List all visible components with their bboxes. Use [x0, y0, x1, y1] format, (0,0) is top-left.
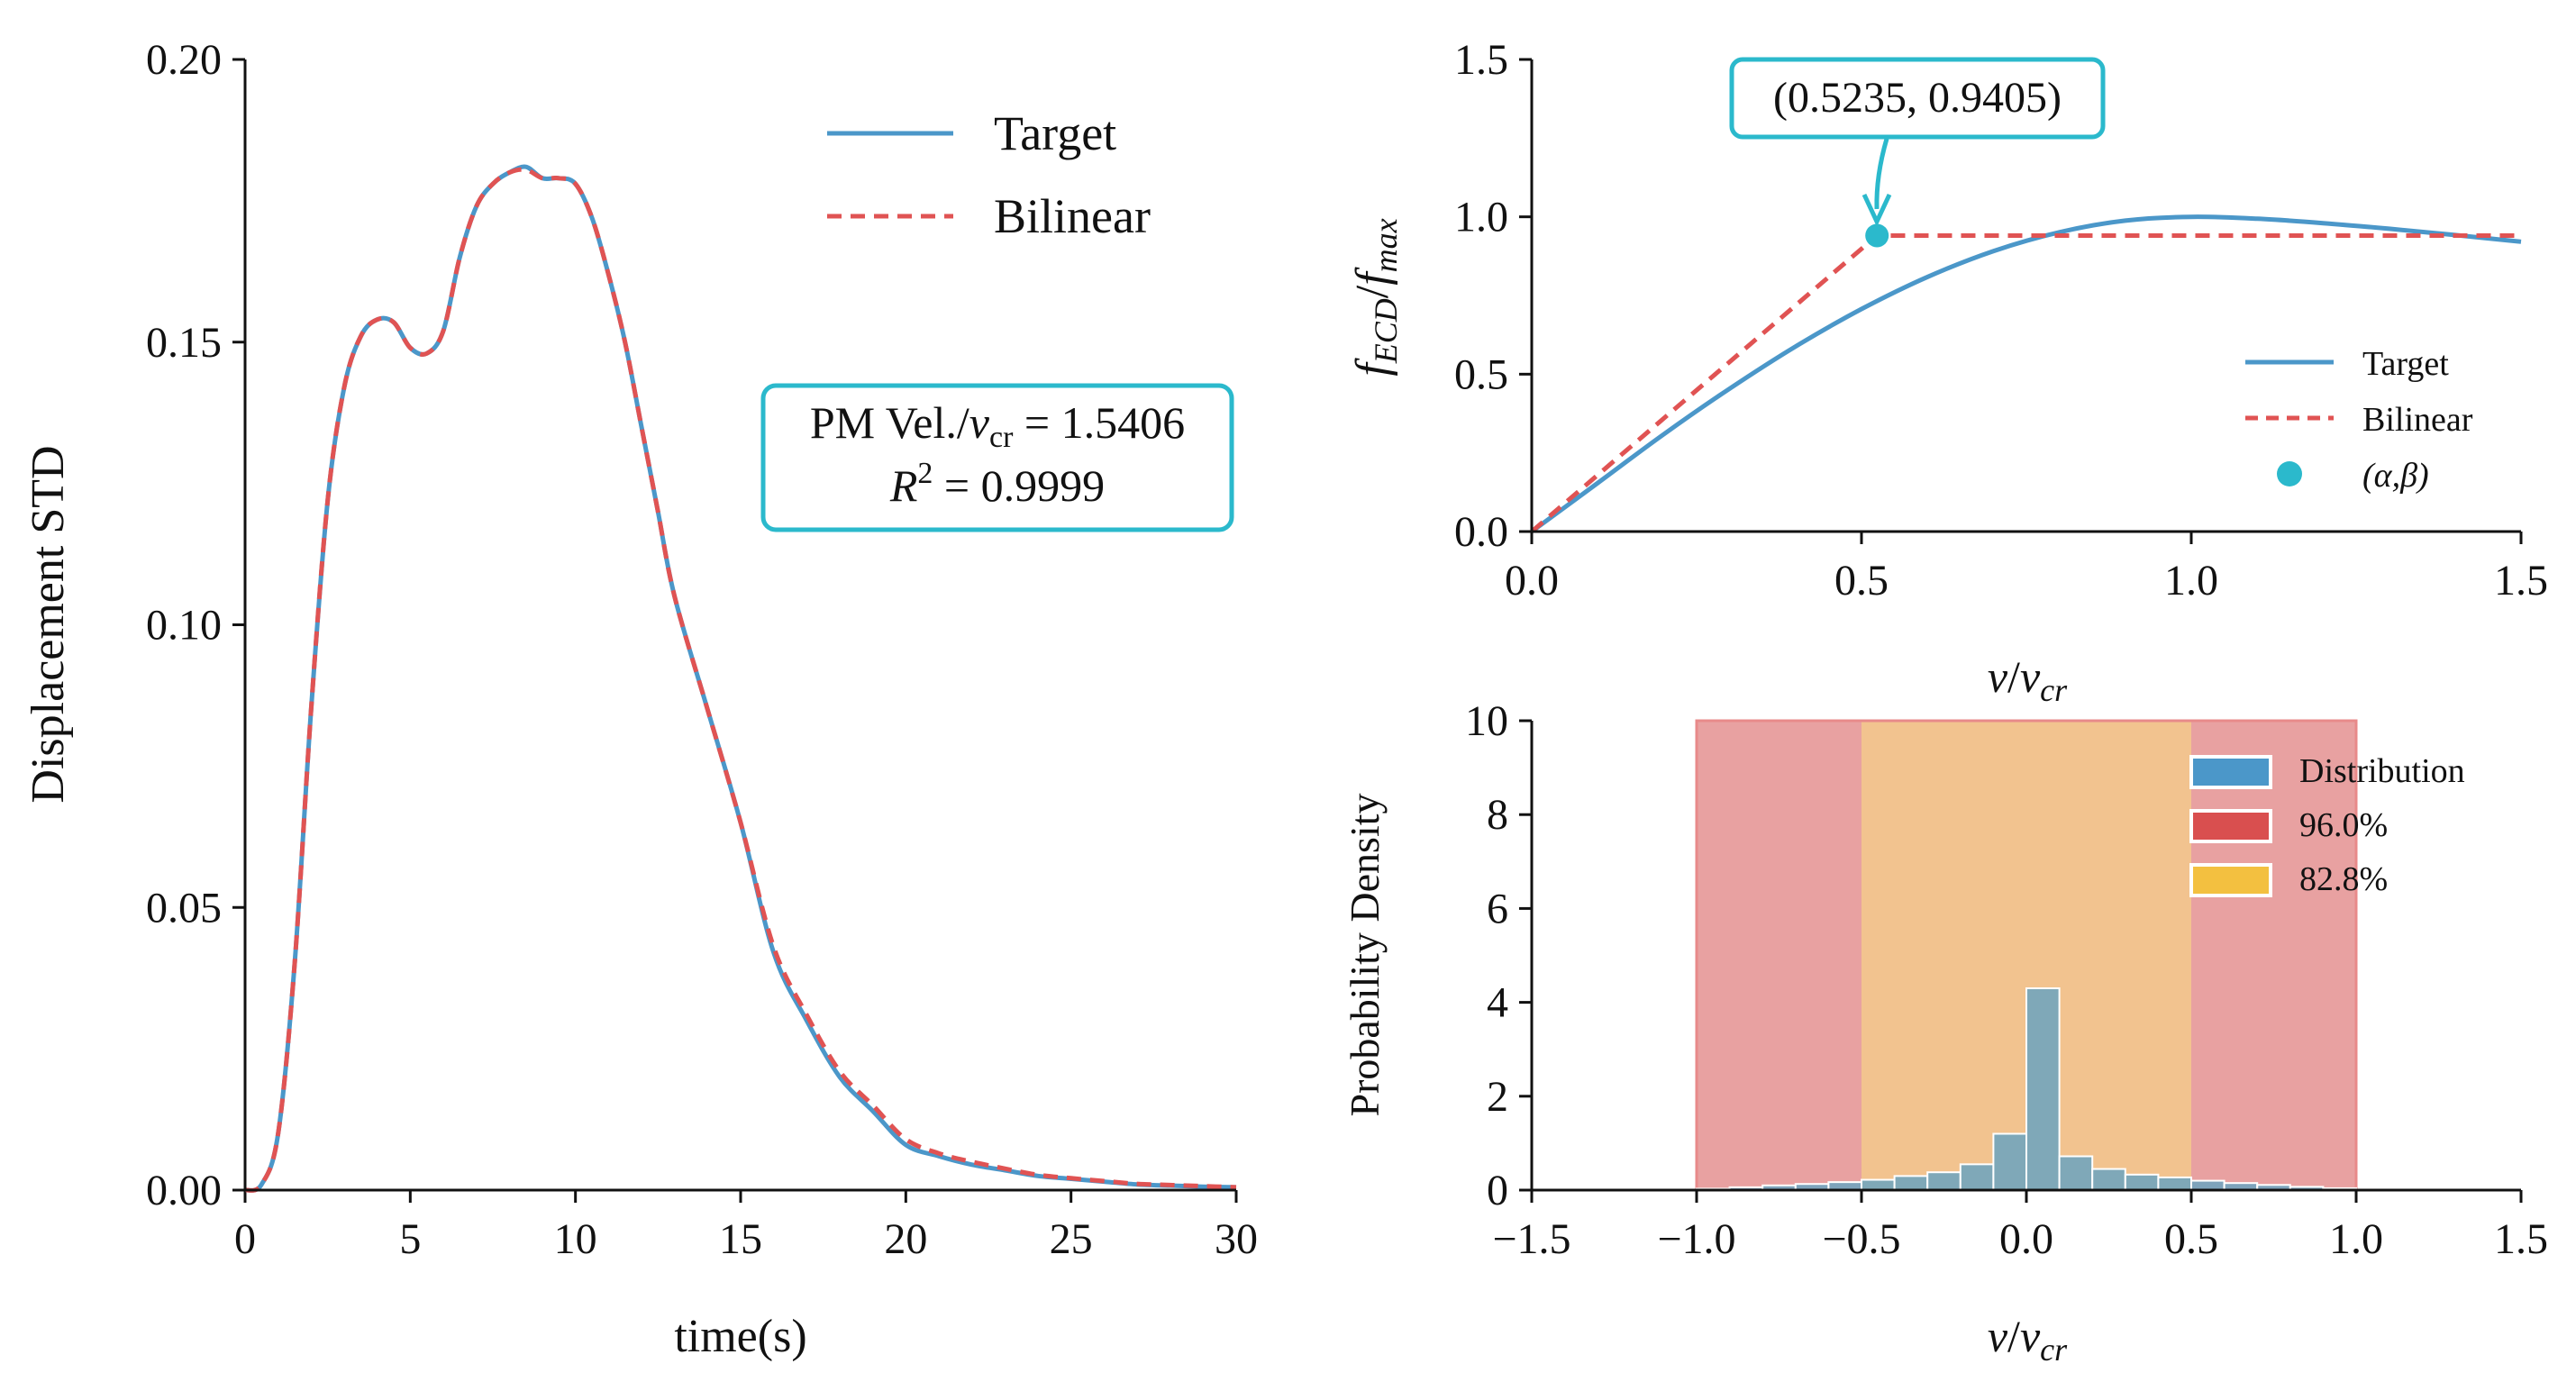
histogram-bar	[2058, 1155, 2094, 1192]
tr-legend-target-label: Target	[2362, 345, 2449, 383]
left-xtick-label: 10	[554, 1215, 597, 1263]
left-axes	[243, 59, 1236, 1192]
histogram-bar	[1861, 1178, 1896, 1191]
left-ytick-label: 0.20	[146, 36, 222, 84]
br-xtick-label: −1.5	[1492, 1215, 1570, 1263]
br-ytick-label: 0	[1487, 1167, 1508, 1214]
histogram-bar	[2190, 1179, 2226, 1191]
left-annotation-line1: PM Vel./vcr = 1.5406	[810, 397, 1185, 454]
histogram-bar	[1992, 1132, 2027, 1191]
br-xtick-label: 0.5	[2164, 1215, 2218, 1263]
histogram-bar	[2124, 1173, 2160, 1192]
br-xtick-label: −0.5	[1822, 1215, 1900, 1263]
tr-legend-point-label: (α,β)	[2362, 457, 2429, 495]
tr-xtick-label: 0.0	[1505, 557, 1559, 605]
br-xtick-label: −1.0	[1657, 1215, 1735, 1263]
tr-axes	[1530, 59, 2521, 533]
histogram-bar	[2091, 1168, 2126, 1192]
br-ytick-label: 8	[1487, 791, 1508, 839]
histogram-bar	[1893, 1175, 1929, 1191]
left-bilinear-line	[244, 167, 1237, 1193]
br-ytick-label: 2	[1487, 1073, 1508, 1121]
top-right-chart: 0.0 0.5 1.0 1.5 0.0 0.5 1.0 1.5 (0.5235, 0.9405…	[1347, 36, 2548, 708]
bottom-right-chart: −1.5 −1.0 −0.5 0.0 0.5 1.0 1.5 0 2 4 6 8 10 v/vcr Pr…	[1342, 697, 2548, 1368]
tr-target-line	[1530, 214, 2522, 534]
histogram-bar	[2157, 1176, 2192, 1191]
br-ytick-label: 6	[1487, 885, 1508, 932]
tr-ytick-label: 0.0	[1454, 508, 1508, 556]
left-ytick-label: 0.15	[146, 319, 222, 367]
left-ytick-label: 0.10	[146, 602, 222, 650]
br-xtick-label: 0.0	[1999, 1215, 2053, 1263]
band-96-right	[2191, 721, 2356, 1190]
left-xtick-label: 30	[1215, 1215, 1258, 1263]
left-legend-bilinear-label: Bilinear	[994, 189, 1151, 243]
left-ticks: 0 5 10 15 20 25 30 0.00 0.05 0.10 0.15 0.20	[146, 36, 1258, 1263]
br-ylabel: Probability Density	[1342, 793, 1388, 1116]
tr-ytick-label: 0.5	[1454, 350, 1508, 398]
left-xtick-label: 5	[399, 1215, 421, 1263]
left-legend-target-label: Target	[994, 106, 1116, 160]
tr-xtick-label: 0.5	[1834, 557, 1889, 605]
left-ylabel: Displacement STD	[23, 445, 74, 803]
left-xlabel: time(s)	[674, 1311, 806, 1362]
histogram-bar	[2025, 986, 2061, 1191]
left-xtick-label: 20	[884, 1215, 927, 1263]
tr-xtick-label: 1.5	[2494, 557, 2548, 605]
br-xtick-label: 1.0	[2329, 1215, 2383, 1263]
br-legend-96-swatch	[2189, 809, 2272, 843]
tr-annotation-arrowhead	[1861, 193, 1892, 227]
tr-ylabel: fECD/fmax	[1347, 218, 1404, 376]
br-ytick-label: 10	[1465, 697, 1508, 745]
br-legend: Distribution 96.0% 82.8%	[2189, 752, 2465, 898]
left-chart: 0 5 10 15 20 25 30 0.00 0.05 0.10 0.15 0.20 time(s)…	[23, 36, 1258, 1362]
tr-alpha-beta-point	[1865, 223, 1889, 248]
band-96-left	[1697, 721, 1861, 1190]
tr-legend: Target Bilinear (α,β)	[2245, 345, 2473, 495]
br-bands	[1695, 719, 2358, 1192]
tr-ytick-label: 1.5	[1454, 36, 1508, 84]
left-xtick-label: 25	[1050, 1215, 1093, 1263]
left-ytick-label: 0.05	[146, 884, 222, 932]
br-legend-828-label: 82.8%	[2299, 860, 2388, 898]
br-xlabel: v/vcr	[1988, 1311, 2068, 1368]
br-xtick-label: 1.5	[2494, 1215, 2548, 1263]
left-legend: Target Bilinear	[827, 106, 1151, 243]
left-annotation: PM Vel./vcr = 1.5406 R2 = 0.9999	[760, 383, 1234, 532]
tr-xtick-label: 1.0	[2164, 557, 2218, 605]
tr-annotation-text: (0.5235, 0.9405)	[1773, 74, 2062, 122]
br-ticks: −1.5 −1.0 −0.5 0.0 0.5 1.0 1.5 0 2 4 6 8 10	[1465, 697, 2548, 1263]
br-ytick-label: 4	[1487, 979, 1508, 1027]
tr-annotation: (0.5235, 0.9405)	[1729, 57, 2106, 227]
tr-legend-point-swatch	[2277, 461, 2302, 486]
left-annotation-box	[760, 383, 1234, 532]
left-annotation-line2: R2 = 0.9999	[889, 457, 1105, 511]
left-ytick-label: 0.00	[146, 1167, 222, 1214]
tr-ticks: 0.0 0.5 1.0 1.5 0.0 0.5 1.0 1.5	[1454, 36, 2548, 605]
br-legend-distribution-swatch	[2189, 755, 2272, 789]
br-axes	[1530, 721, 2521, 1192]
br-bars	[1696, 986, 2357, 1192]
histogram-bar	[1959, 1163, 1995, 1191]
left-xtick-label: 15	[719, 1215, 762, 1263]
br-legend-828-swatch	[2189, 863, 2272, 897]
br-legend-96-label: 96.0%	[2299, 806, 2388, 844]
tr-legend-bilinear-label: Bilinear	[2362, 401, 2473, 439]
tr-ytick-label: 1.0	[1454, 194, 1508, 241]
tr-xlabel: v/vcr	[1988, 651, 2068, 708]
tr-annotation-box	[1729, 57, 2106, 140]
tr-annotation-arrow	[1874, 138, 1889, 210]
left-xtick-label: 0	[234, 1215, 256, 1263]
br-legend-distribution-label: Distribution	[2299, 752, 2465, 790]
histogram-bar	[1926, 1171, 1962, 1192]
